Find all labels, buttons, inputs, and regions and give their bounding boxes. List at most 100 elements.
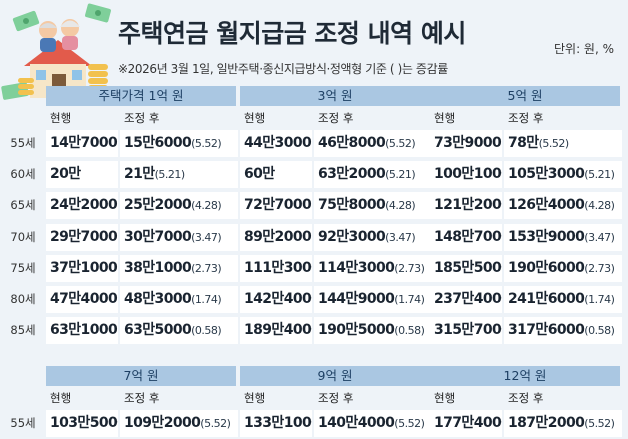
- elderly-woman-icon: [60, 19, 80, 50]
- cell-after: 126만4000(4.28): [504, 192, 622, 220]
- page-title: 주택연금 월지급금 조정 내역 예시: [118, 19, 466, 48]
- column-header-current: 현행: [244, 391, 266, 405]
- amount-after: 63만2000: [318, 166, 386, 183]
- amount-after: 46만8000: [318, 135, 386, 151]
- column-header-after: 조정 후: [508, 391, 544, 405]
- cell-current: 133만1000: [240, 410, 312, 437]
- change-rate: (5.52): [394, 417, 425, 430]
- cell-after: 190만5000(0.58): [314, 317, 432, 345]
- change-rate: (1.74): [394, 293, 425, 306]
- unit-label: 단위: 원, %: [553, 42, 614, 56]
- column-header-current: 현행: [434, 391, 456, 405]
- price-group: 주택가격 1억 원: [46, 86, 236, 106]
- change-rate: (1.74): [584, 293, 615, 306]
- cell-after: 38만1000(2.73): [120, 254, 238, 282]
- cell-current: 89만2000: [240, 223, 312, 251]
- price-group: 9억 원: [240, 366, 430, 386]
- amount-after: 25만2000: [124, 197, 192, 214]
- row-label-age: 65세: [10, 198, 36, 213]
- column-header-current: 현행: [434, 111, 456, 125]
- amount-after: 114만3000: [318, 259, 395, 276]
- coin-stack-icon: [18, 78, 34, 95]
- cell-current: 24만2000: [46, 192, 118, 220]
- amount-after: 48만3000: [124, 291, 192, 307]
- change-rate: (3.47): [385, 230, 416, 244]
- change-rate: (5.52): [385, 137, 416, 150]
- cell-after: 78만(5.52): [504, 130, 622, 157]
- cell-current: 315만7000: [430, 317, 502, 345]
- cell-current: 100만1000: [430, 161, 502, 189]
- row-label-age: 60세: [10, 167, 36, 182]
- price-group: 7억 원: [46, 366, 236, 386]
- cell-current: 121만2000: [430, 192, 502, 220]
- change-rate: (0.58): [191, 324, 222, 338]
- amount-after: 190만5000: [318, 322, 395, 339]
- change-rate: (0.58): [394, 324, 425, 338]
- cell-after: 317만6000(0.58): [504, 317, 622, 345]
- cell-current: 189만4000: [240, 317, 312, 345]
- change-rate: (1.74): [191, 293, 222, 306]
- cell-after: 241만6000(1.74): [504, 286, 622, 313]
- change-rate: (5.52): [200, 417, 231, 430]
- cell-current: 29만7000: [46, 223, 118, 251]
- amount-after: 126만4000: [508, 197, 585, 214]
- cell-after: 25만2000(4.28): [120, 192, 238, 220]
- cell-after: 190만6000(2.73): [504, 254, 622, 282]
- cell-current: 60만: [240, 161, 312, 189]
- change-rate: (5.52): [191, 137, 222, 150]
- cell-after: 63만2000(5.21): [314, 161, 432, 189]
- column-header-after: 조정 후: [318, 391, 354, 405]
- cell-after: 46만8000(5.52): [314, 130, 432, 157]
- change-rate: (2.73): [394, 261, 425, 275]
- cell-current: 44만3000: [240, 130, 312, 157]
- cell-after: 140만4000(5.52): [314, 410, 432, 437]
- cell-after: 21만(5.21): [120, 161, 238, 189]
- group-header: 7억 원: [46, 366, 236, 386]
- elderly-man-icon: [39, 21, 57, 52]
- change-rate: (5.21): [154, 168, 186, 182]
- amount-after: 15만6000: [124, 135, 192, 151]
- amount-after: 21만: [124, 166, 155, 183]
- cell-after: 48만3000(1.74): [120, 286, 238, 313]
- group-header: 3억 원: [240, 86, 430, 106]
- amount-after: 109만2000: [124, 415, 201, 431]
- column-header-after: 조정 후: [508, 111, 544, 125]
- change-rate: (5.21): [385, 168, 416, 182]
- cell-after: 144만9000(1.74): [314, 286, 432, 313]
- change-rate: (5.52): [538, 137, 570, 150]
- column-header-current: 현행: [244, 111, 266, 125]
- cell-after: 153만9000(3.47): [504, 223, 622, 251]
- change-rate: (4.28): [191, 199, 222, 213]
- row-label-age: 80세: [10, 292, 36, 306]
- cell-after: 92만3000(3.47): [314, 223, 432, 251]
- amount-after: 75만8000: [318, 197, 386, 214]
- cell-current: 148만7000: [430, 223, 502, 251]
- cell-after: 105만3000(5.21): [504, 161, 622, 189]
- change-rate: (3.47): [191, 230, 222, 244]
- change-rate: (2.73): [584, 261, 615, 275]
- column-header-after: 조정 후: [318, 111, 354, 125]
- cell-current: 177만4000: [430, 410, 502, 437]
- price-group: 5억 원: [430, 86, 620, 106]
- cell-after: 114만3000(2.73): [314, 254, 432, 282]
- row-label-age: 70세: [10, 229, 36, 244]
- change-rate: (5.52): [584, 417, 615, 430]
- amount-after: 317만6000: [508, 322, 585, 339]
- column-header-after: 조정 후: [124, 111, 160, 125]
- column-header-after: 조정 후: [124, 391, 160, 405]
- money-bill-icon: [12, 10, 40, 32]
- cell-after: 75만8000(4.28): [314, 192, 432, 220]
- cell-after: 187만2000(5.52): [504, 410, 622, 437]
- amount-after: 92만3000: [318, 228, 386, 245]
- column-header-current: 현행: [50, 391, 72, 405]
- cell-current: 111만3000: [240, 254, 312, 282]
- amount-after: 187만2000: [508, 415, 585, 431]
- money-bill-icon: [85, 3, 111, 23]
- cell-current: 14만7000: [46, 130, 118, 157]
- amount-after: 190만6000: [508, 259, 585, 276]
- price-group: 3억 원: [240, 86, 430, 106]
- group-header: 12억 원: [430, 366, 620, 386]
- change-rate: (3.47): [584, 230, 615, 244]
- cell-current: 72만7000: [240, 192, 312, 220]
- amount-after: 30만7000: [124, 228, 192, 245]
